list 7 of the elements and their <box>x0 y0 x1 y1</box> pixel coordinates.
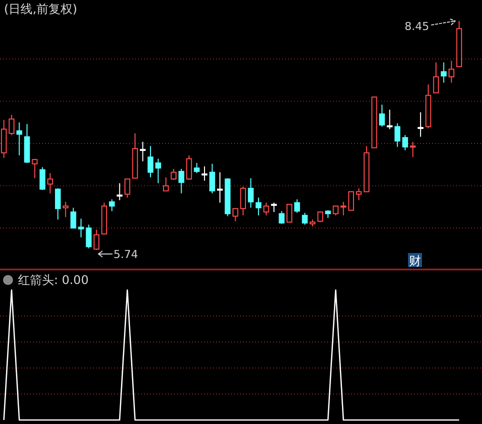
annotation: 8.45 <box>404 20 430 33</box>
annotation: 5.74 <box>113 248 138 261</box>
annotation: 5.74 <box>98 248 138 261</box>
annotation: 8.45 <box>404 18 456 33</box>
chart-title: 红箭头: 0.00 <box>18 273 89 287</box>
chart-title: (日线,前复权) <box>4 2 78 16</box>
annotation: 财 <box>408 253 422 268</box>
